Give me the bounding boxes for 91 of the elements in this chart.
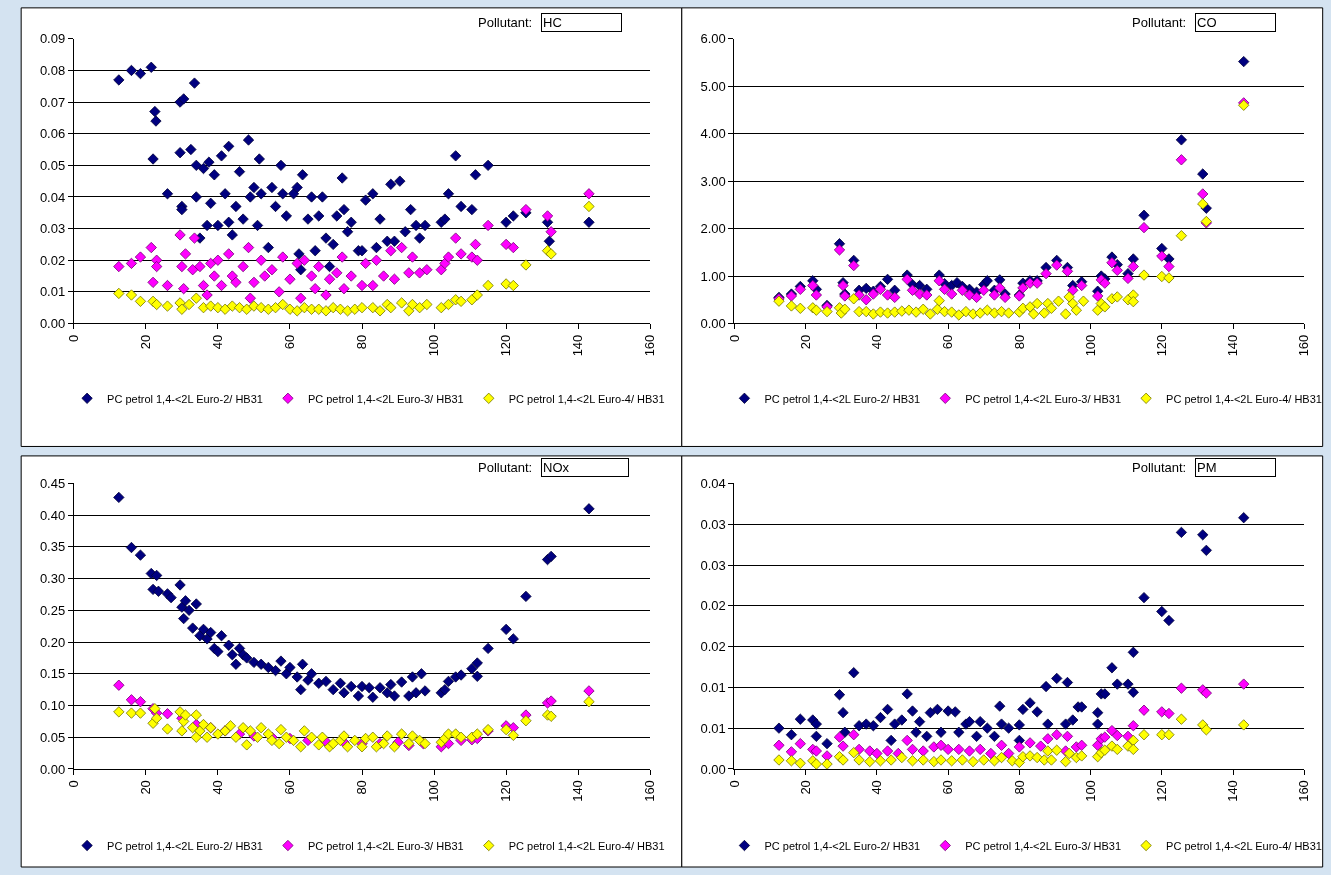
x-tick-label: 120 [1154,334,1170,357]
legend-label: PC petrol 1,4-<2L Euro-2/ HB31 [764,392,921,405]
y-tick-label: 0.03 [700,557,726,573]
legend-label: PC petrol 1,4-<2L Euro-4/ HB31 [508,839,665,852]
legend-label: PC petrol 1,4-<2L Euro-4/ HB31 [508,392,665,405]
y-tick-label: 0.08 [39,63,66,78]
y-tick-label: 0.45 [39,475,66,491]
y-tick-label: 5.00 [700,78,726,94]
x-tick-label: 20 [797,334,813,350]
y-tick-label: 1.00 [700,268,726,284]
y-tick-label: 0.07 [39,94,66,110]
y-tick-label: 0.04 [39,189,66,205]
y-tick-label: 0.09 [39,31,66,47]
y-tick-label: 0.02 [39,252,66,268]
x-tick-label: 40 [210,780,226,795]
y-tick-label: 0.02 [700,598,726,614]
legend-label: PC petrol 1,4-<2L Euro-4/ HB31 [1166,392,1322,405]
y-tick-label: 0.00 [700,316,726,332]
x-tick-label: 80 [1011,780,1027,795]
x-tick-label: 120 [498,780,514,802]
y-tick-label: 0.01 [700,720,726,736]
x-tick-label: 100 [426,334,442,357]
y-tick-label: 0.25 [39,602,66,618]
y-tick-label: 0.35 [39,539,66,555]
y-tick-label: 0.04 [700,475,726,491]
text: Pollutant: [478,15,533,30]
legend-label: PC petrol 1,4-<2L Euro-3/ HB31 [307,392,464,405]
x-tick-label: 120 [1154,780,1170,802]
x-tick-label: 140 [570,334,586,357]
y-tick-label: 0.05 [39,157,66,173]
x-tick-label: 160 [1296,780,1312,802]
text: CO [1197,15,1275,30]
x-tick-label: 100 [426,780,442,802]
x-tick-label: 60 [940,780,956,795]
x-tick-label: 80 [354,334,370,350]
legend-label: PC petrol 1,4-<2L Euro-4/ HB31 [1166,839,1322,852]
y-tick-label: 0.40 [39,507,66,523]
y-tick-label: 0.30 [39,571,66,587]
x-tick-label: 20 [797,780,813,795]
legend-label: PC petrol 1,4-<2L Euro-3/ HB31 [965,839,1122,852]
y-tick-label: 2.00 [700,221,726,237]
text: Pollutant: [1132,15,1187,30]
text: Pollutant: [1132,460,1187,475]
legend-label: PC petrol 1,4-<2L Euro-3/ HB31 [307,839,464,852]
x-tick-label: 100 [1082,334,1098,357]
y-tick-label: 0.03 [700,516,726,532]
x-tick-label: 20 [138,334,154,350]
x-tick-label: 0 [66,334,82,342]
y-tick-label: 0.10 [39,698,66,714]
legend-label: PC petrol 1,4-<2L Euro-2/ HB31 [107,839,263,852]
x-tick-label: 160 [642,334,658,357]
x-tick-label: 40 [869,780,885,795]
x-tick-label: 140 [570,780,586,802]
x-tick-label: 160 [642,780,658,802]
y-tick-label: 0.05 [39,729,66,745]
x-tick-label: 40 [869,334,885,350]
x-tick-label: 80 [1011,334,1027,350]
y-tick-label: 0.00 [39,316,66,332]
y-tick-label: 3.00 [700,173,726,189]
x-tick-label: 0 [66,780,82,788]
y-tick-label: 0.01 [39,284,66,300]
text: Pollutant: [478,460,533,475]
y-tick-label: 0.00 [700,761,726,777]
x-tick-label: 140 [1225,334,1241,357]
x-tick-label: 40 [210,334,226,350]
y-tick-label: 0.02 [700,639,726,655]
x-tick-label: 60 [282,780,298,795]
x-tick-label: 0 [726,780,742,788]
y-tick-label: 0.15 [39,666,66,682]
text: HC [543,15,620,30]
x-tick-label: 140 [1225,780,1241,802]
y-tick-label: 4.00 [700,126,726,142]
y-tick-label: 0.20 [39,634,66,650]
x-tick-label: 0 [726,334,742,342]
y-tick-label: 0.03 [39,221,66,237]
x-tick-label: 120 [498,334,514,357]
x-tick-label: 100 [1082,780,1098,802]
y-tick-label: 0.01 [700,679,726,695]
legend-label: PC petrol 1,4-<2L Euro-3/ HB31 [965,392,1122,405]
x-tick-label: 60 [282,334,298,350]
y-tick-label: 0.00 [39,761,66,777]
legend-label: PC petrol 1,4-<2L Euro-2/ HB31 [764,839,921,852]
x-tick-label: 80 [354,780,370,795]
text: NOx [543,460,627,475]
x-tick-label: 20 [138,780,154,795]
x-tick-label: 160 [1296,334,1312,357]
y-tick-label: 0.06 [39,126,66,142]
x-tick-label: 60 [940,334,956,350]
text: PM [1197,460,1275,475]
legend-label: PC petrol 1,4-<2L Euro-2/ HB31 [107,392,263,405]
y-tick-label: 6.00 [700,31,726,47]
